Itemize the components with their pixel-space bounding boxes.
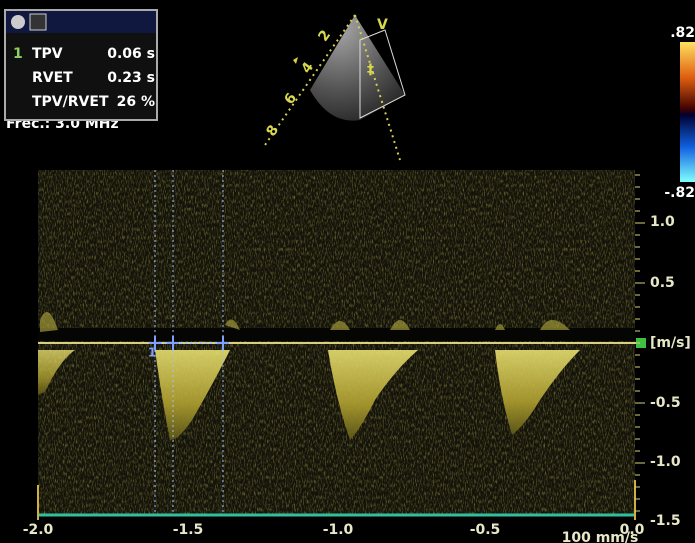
measurement-label: TPV <box>32 46 63 62</box>
measurement-value: 26 % <box>117 94 155 110</box>
mode-label: V <box>377 17 388 33</box>
measurement-value: 0.23 s <box>107 70 155 86</box>
color-max: .82 <box>670 25 695 41</box>
sector-image: ‡ <box>265 15 405 160</box>
velocity-tick-label: 1.0 <box>650 214 675 230</box>
measurement-label: RVET <box>32 70 73 86</box>
measurement-label: TPV/RVET <box>32 94 109 110</box>
velocity-tick-label: -1.5 <box>650 513 681 529</box>
velocity-tick-label: -0.5 <box>650 395 681 411</box>
time-tick-label: -2.0 <box>23 522 54 538</box>
time-tick-label: -1.0 <box>323 522 354 538</box>
velocity-tick-label: -1.0 <box>650 454 681 470</box>
time-tick-label: 0.0 <box>620 522 645 538</box>
measurement-index: 1 <box>13 46 23 62</box>
time-tick-label: -0.5 <box>470 522 501 538</box>
color-bar <box>680 42 695 182</box>
time-tick-label: -1.5 <box>173 522 204 538</box>
depth-label: 4 <box>298 59 317 76</box>
ultrasound-screen: 1 [m/s] ‡ V .82 -.82 Frec.: 3.0 MHz 1 10… <box>0 0 695 543</box>
doppler-spectrum <box>38 170 646 520</box>
velocity-tick-label: 0.5 <box>650 275 675 291</box>
depth-label: 2 <box>315 27 334 44</box>
measurement-value: 0.06 s <box>107 46 155 62</box>
caliper-marker: 1 <box>148 346 156 360</box>
svg-text:‡: ‡ <box>367 62 374 78</box>
color-min: -.82 <box>664 185 695 201</box>
depth-label: 6 <box>281 90 300 107</box>
velocity-unit: [m/s] <box>650 335 691 351</box>
